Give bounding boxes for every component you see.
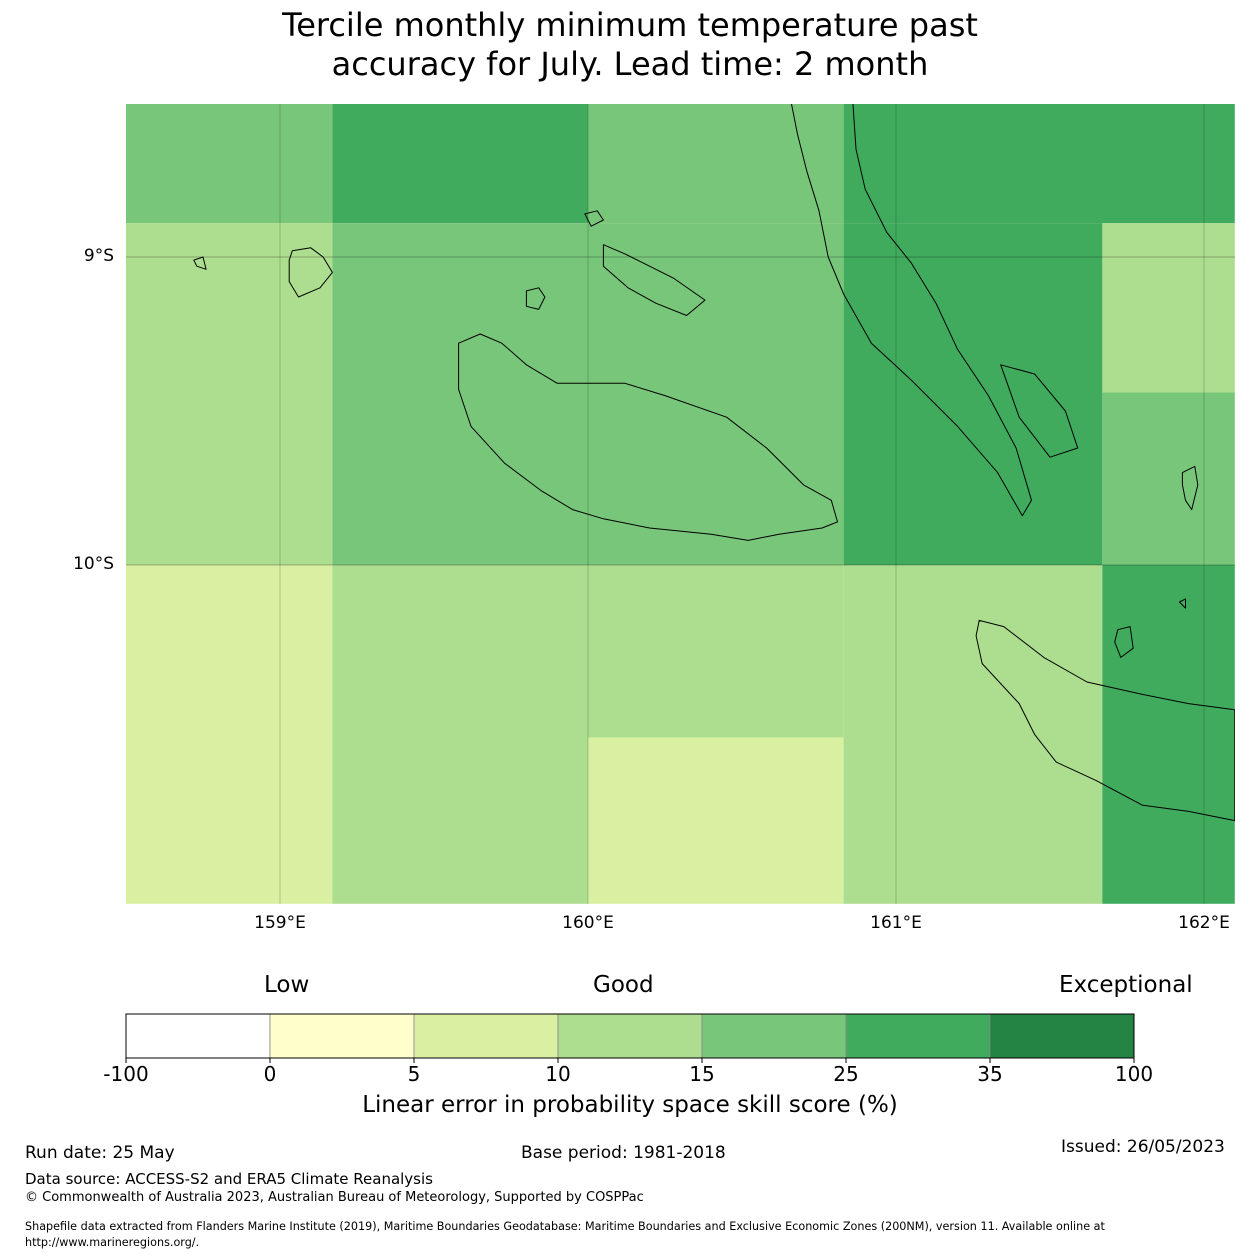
coastline-malaita-small xyxy=(1000,364,1079,458)
skill-cell xyxy=(126,223,333,565)
skill-grid xyxy=(126,104,1235,904)
coastline-ulawa xyxy=(1181,465,1199,511)
data-source: Data source: ACCESS-S2 and ERA5 Climate … xyxy=(25,1170,433,1188)
colorbar-tick: 5 xyxy=(407,1062,421,1086)
skill-cell xyxy=(588,737,844,904)
map-title: Tercile monthly minimum temperature past… xyxy=(0,6,1260,84)
graticule xyxy=(126,104,1235,904)
coastline-malaita xyxy=(790,104,1032,517)
copyright: © Commonwealth of Australia 2023, Austra… xyxy=(25,1190,644,1205)
colorbar xyxy=(125,1013,1135,1063)
legend-category-good: Good xyxy=(593,972,654,998)
coastlines xyxy=(193,104,1235,822)
colorbar-segment xyxy=(701,1013,847,1059)
run-date: Run date: 25 May xyxy=(25,1143,175,1163)
legend-category-exceptional: Exceptional xyxy=(1059,972,1193,998)
legend-category-low: Low xyxy=(264,972,310,998)
colorbar-segment xyxy=(269,1013,415,1059)
skill-cell xyxy=(1102,565,1235,904)
colorbar-tick: 25 xyxy=(833,1062,859,1086)
coastline-ugi xyxy=(1114,626,1134,658)
coastline-savo xyxy=(525,287,546,310)
colorbar-segment xyxy=(845,1013,991,1059)
lon-label-162e: 162°E xyxy=(1178,913,1230,933)
colorbar-tick: 15 xyxy=(689,1062,715,1086)
shapefile-credit: Shapefile data extracted from Flanders M… xyxy=(25,1220,1105,1233)
skill-cell xyxy=(126,104,333,224)
coastline-makira xyxy=(975,619,1235,822)
colorbar-tick: 100 xyxy=(1114,1062,1154,1086)
lat-label-10s: 10°S xyxy=(73,554,114,574)
colorbar-tick: 35 xyxy=(977,1062,1003,1086)
coastline-new-georgia xyxy=(288,247,333,298)
title-line-2: accuracy for July. Lead time: 2 month xyxy=(331,45,929,83)
skill-cell xyxy=(843,223,1103,565)
lon-label-161e: 161°E xyxy=(870,913,922,933)
skill-cell xyxy=(126,565,333,904)
colorbar-segment xyxy=(989,1013,1135,1059)
skill-cell xyxy=(843,565,1103,904)
colorbar-frame xyxy=(125,1013,1135,1059)
skill-cell xyxy=(843,104,1235,224)
shapefile-url: http://www.marineregions.org/. xyxy=(25,1236,200,1249)
lon-label-159e: 159°E xyxy=(254,913,306,933)
title-line-1: Tercile monthly minimum temperature past xyxy=(282,6,978,44)
colorbar-segment xyxy=(125,1013,271,1059)
colorbar-tick: 10 xyxy=(545,1062,571,1086)
skill-cell xyxy=(1102,392,1235,565)
lat-label-9s: 9°S xyxy=(83,246,114,266)
colorbar-tick: 0 xyxy=(263,1062,277,1086)
issued-date: Issued: 26/05/2023 xyxy=(1061,1137,1225,1157)
skill-cell xyxy=(332,104,588,224)
lon-label-160e: 160°E xyxy=(562,913,614,933)
colorbar-segment xyxy=(557,1013,703,1059)
coastline-three-sisters xyxy=(1178,598,1186,609)
skill-cell xyxy=(588,104,844,224)
skill-cell xyxy=(588,565,844,738)
skill-cell xyxy=(1102,223,1235,393)
coastline-florida-north xyxy=(584,210,604,227)
skill-cell xyxy=(332,223,844,565)
colorbar-tick: -100 xyxy=(103,1062,149,1086)
coastline-guadalcanal xyxy=(458,333,838,541)
colorbar-segment xyxy=(413,1013,559,1059)
coastline-russell xyxy=(193,256,207,270)
colorbar-label: Linear error in probability space skill … xyxy=(362,1092,898,1118)
coastline-florida-islands xyxy=(602,244,706,316)
skill-cell xyxy=(332,565,588,904)
base-period: Base period: 1981-2018 xyxy=(521,1143,726,1163)
